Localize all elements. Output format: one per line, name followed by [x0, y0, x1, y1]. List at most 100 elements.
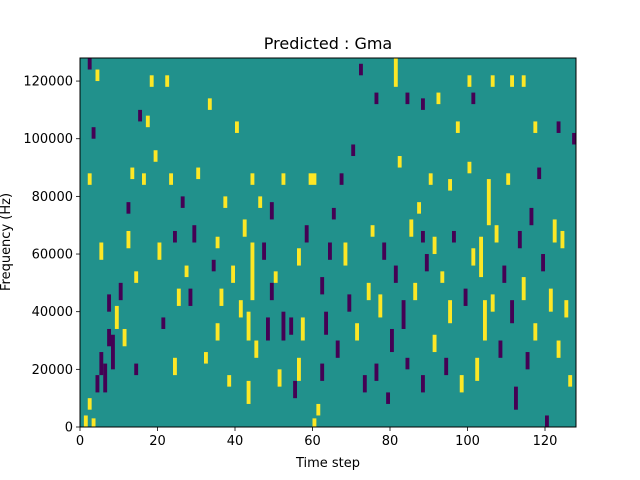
heatmap-cell — [231, 265, 236, 283]
x-axis: 0 20 40 60 80 100 120 — [76, 427, 557, 449]
heatmap-cell — [471, 92, 476, 105]
heatmap-cell — [169, 173, 174, 185]
heatmap-cell — [548, 288, 553, 312]
y-tick-label: 40000 — [32, 305, 73, 320]
x-tick-label: 80 — [382, 434, 399, 449]
heatmap-cell — [157, 242, 162, 260]
heatmap-cell — [273, 271, 278, 283]
heatmap-cell — [91, 127, 96, 139]
heatmap-cell — [463, 288, 468, 306]
heatmap-cell — [347, 294, 352, 312]
heatmap-cell — [293, 380, 298, 399]
heatmap-cell — [204, 352, 208, 364]
heatmap-cell — [393, 58, 398, 87]
heatmap-cell — [246, 380, 251, 404]
x-tick-label: 40 — [227, 434, 244, 449]
heatmap-cell — [510, 300, 515, 324]
heatmap-cell — [126, 230, 131, 249]
heatmap-cell — [114, 305, 119, 329]
heatmap-cell — [452, 230, 456, 243]
heatmap-cell — [390, 328, 394, 353]
x-axis-label: Time step — [295, 456, 360, 471]
y-tick-label: 20000 — [32, 363, 73, 378]
heatmap-cell — [490, 294, 495, 312]
heatmap-cell — [502, 265, 507, 283]
heatmap-cell — [227, 375, 232, 387]
heatmap-cell — [382, 242, 387, 260]
heatmap-cell — [215, 236, 220, 249]
heatmap-cell — [188, 288, 193, 306]
heatmap-cell — [223, 196, 228, 208]
heatmap-cell — [483, 300, 487, 341]
heatmap-cell — [572, 132, 577, 145]
x-tick-label: 0 — [76, 434, 84, 449]
heatmap-cell — [490, 75, 495, 87]
heatmap-cell — [510, 75, 515, 87]
heatmap-cell — [479, 236, 484, 278]
heatmap-cell — [250, 242, 255, 301]
heatmap-cell — [421, 230, 425, 243]
heatmap-cell — [107, 328, 112, 347]
heatmap-cell — [87, 398, 92, 410]
heatmap-cell — [521, 277, 526, 301]
heatmap-cell — [533, 323, 538, 341]
heatmap-cell — [494, 225, 499, 243]
y-axis: 0 20000 40000 60000 80000 100000 120000 — [23, 75, 80, 436]
heatmap-cell — [556, 121, 561, 133]
heatmap-cell — [556, 340, 561, 358]
heatmap-cell — [568, 375, 573, 387]
heatmap-cell — [440, 271, 445, 283]
heatmap-cell — [281, 173, 286, 185]
heatmap-cell — [335, 340, 340, 358]
heatmap-cell — [486, 179, 491, 226]
heatmap-cell — [421, 375, 425, 393]
heatmap-cell — [300, 317, 305, 341]
heatmap-cell — [219, 288, 224, 306]
heatmap-cell — [308, 173, 313, 185]
heatmap-cell — [320, 277, 325, 295]
heatmap-cell — [192, 225, 197, 243]
heatmap-cell — [215, 323, 220, 341]
heatmap-cell — [343, 242, 348, 266]
heatmap-cell — [459, 375, 464, 393]
heatmap-cell — [467, 75, 472, 87]
heatmap-cell — [312, 418, 317, 427]
heatmap-cell — [378, 294, 383, 318]
y-tick-label: 100000 — [23, 132, 73, 147]
heatmap-cell — [87, 58, 92, 70]
heatmap-cell — [99, 352, 104, 376]
heatmap-cell — [95, 69, 100, 82]
heatmap-cell — [269, 282, 274, 301]
heatmap-cell — [448, 179, 453, 191]
heatmap-cell — [83, 415, 88, 427]
heatmap-cell — [281, 311, 286, 341]
x-tick-label: 60 — [304, 434, 321, 449]
heatmap-cell — [196, 167, 201, 180]
heatmap-cell — [393, 265, 398, 283]
heatmap-cell — [242, 219, 247, 237]
heatmap-cell — [262, 242, 267, 260]
heatmap-cell — [409, 219, 414, 237]
heatmap-cell — [126, 202, 131, 214]
heatmap-cell — [328, 242, 332, 260]
heatmap-cell — [87, 173, 92, 185]
heatmap-cell — [134, 363, 139, 376]
heatmap-cell — [176, 288, 181, 306]
heatmap-cell — [118, 282, 123, 301]
heatmap-cell — [238, 300, 243, 318]
heatmap-cell — [142, 173, 146, 185]
heatmap-cell — [386, 392, 391, 404]
y-tick-label: 120000 — [23, 75, 73, 90]
heatmap-cell — [145, 115, 150, 128]
heatmap-cell — [424, 254, 429, 272]
heatmap-cell — [95, 375, 100, 393]
heatmap-cell — [533, 121, 538, 133]
heatmap-cell — [91, 418, 96, 427]
heatmap-cell — [111, 334, 115, 370]
heatmap-cell — [211, 259, 216, 272]
heatmap-cell — [444, 357, 449, 376]
heatmap-cell — [320, 363, 325, 381]
heatmap-cell — [564, 300, 569, 318]
heatmap-cell — [436, 92, 441, 105]
heatmap-cell — [289, 317, 294, 335]
